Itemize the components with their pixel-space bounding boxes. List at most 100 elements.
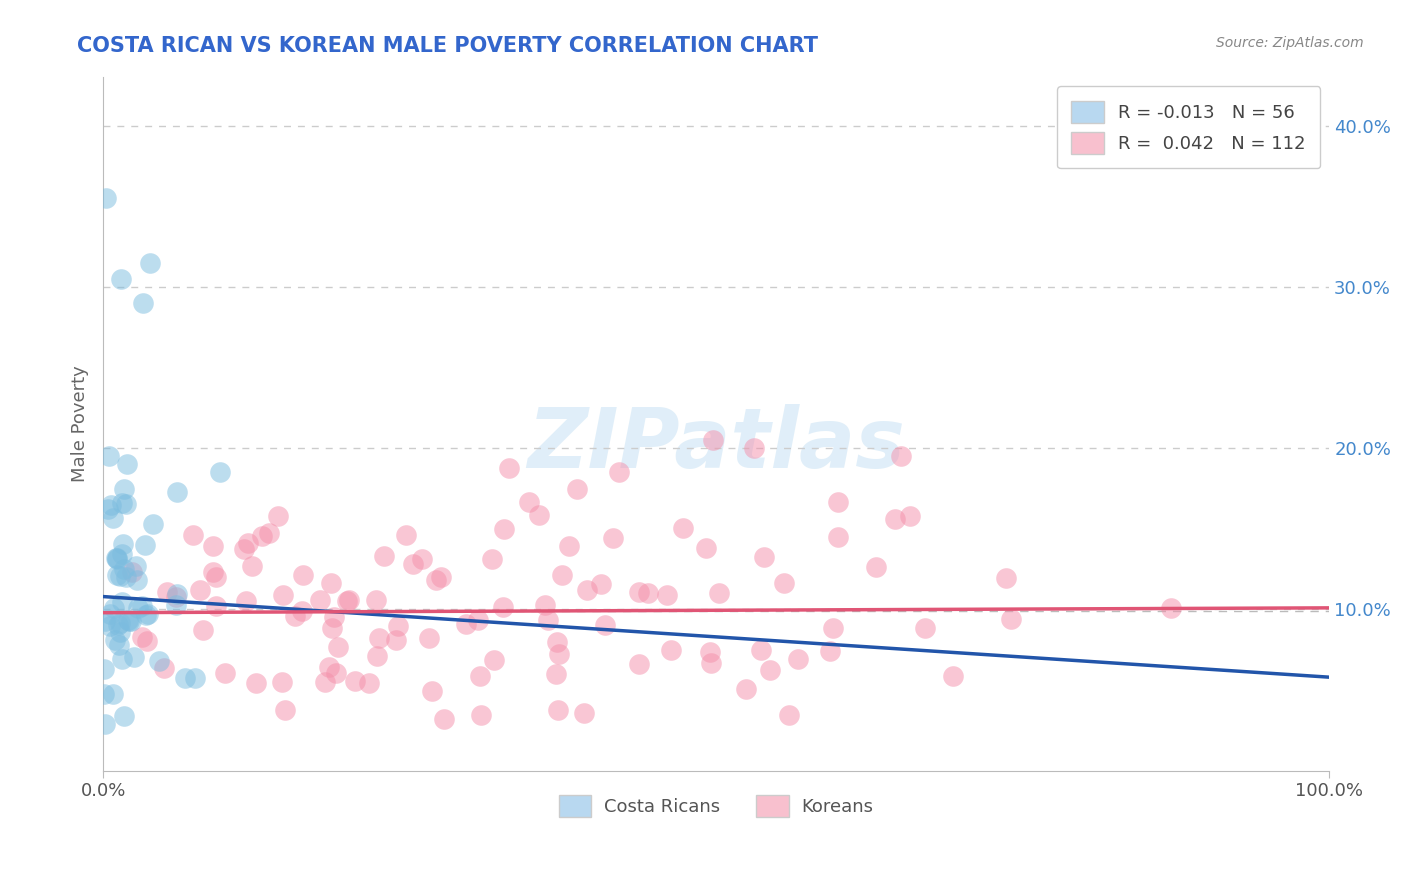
Point: [565, 482, 588, 496]
Point: [214, 666, 236, 681]
Point: [181, 528, 204, 542]
Point: [890, 450, 912, 464]
Point: [148, 654, 170, 668]
Point: [595, 618, 617, 632]
Point: [481, 552, 503, 566]
Point: [138, 256, 160, 270]
Point: [98, 607, 121, 621]
Point: [321, 621, 343, 635]
Point: [492, 522, 515, 536]
Point: [337, 592, 360, 607]
Point: [240, 559, 263, 574]
Point: [136, 607, 159, 621]
Point: [108, 569, 131, 583]
Point: [117, 613, 139, 627]
Point: [94, 615, 117, 629]
Point: [238, 536, 260, 550]
Point: [291, 604, 314, 618]
Point: [291, 568, 314, 582]
Point: [344, 673, 367, 688]
Point: [201, 539, 224, 553]
Point: [699, 645, 721, 659]
Point: [135, 608, 157, 623]
Point: [707, 586, 730, 600]
Point: [114, 570, 136, 584]
Point: [759, 663, 782, 677]
Point: [368, 631, 391, 645]
Point: [257, 525, 280, 540]
Point: [994, 570, 1017, 584]
Point: [425, 573, 447, 587]
Point: [127, 600, 149, 615]
Point: [544, 666, 567, 681]
Point: [125, 573, 148, 587]
Point: [111, 537, 134, 551]
Point: [314, 674, 336, 689]
Point: [115, 458, 138, 472]
Point: [336, 594, 359, 608]
Point: [418, 631, 440, 645]
Point: [537, 613, 560, 627]
Point: [546, 634, 568, 648]
Point: [110, 272, 132, 286]
Point: [112, 709, 135, 723]
Point: [657, 588, 679, 602]
Point: [695, 541, 717, 556]
Point: [165, 590, 187, 604]
Point: [1160, 601, 1182, 615]
Point: [865, 560, 887, 574]
Point: [101, 687, 124, 701]
Text: ZIPatlas: ZIPatlas: [527, 404, 905, 485]
Point: [366, 649, 388, 664]
Point: [942, 669, 965, 683]
Point: [93, 662, 115, 676]
Point: [110, 496, 132, 510]
Point: [110, 652, 132, 666]
Point: [131, 599, 153, 614]
Point: [108, 638, 131, 652]
Point: [134, 538, 156, 552]
Point: [166, 587, 188, 601]
Point: [492, 600, 515, 615]
Point: [205, 599, 228, 613]
Point: [245, 675, 267, 690]
Point: [165, 598, 187, 612]
Point: [402, 558, 425, 572]
Point: [112, 562, 135, 576]
Point: [637, 585, 659, 599]
Point: [385, 633, 408, 648]
Point: [271, 588, 294, 602]
Point: [111, 595, 134, 609]
Point: [98, 449, 121, 463]
Point: [659, 642, 682, 657]
Point: [517, 495, 540, 509]
Point: [122, 650, 145, 665]
Point: [786, 652, 808, 666]
Point: [751, 642, 773, 657]
Point: [209, 466, 232, 480]
Point: [105, 550, 128, 565]
Text: COSTA RICAN VS KOREAN MALE POVERTY CORRELATION CHART: COSTA RICAN VS KOREAN MALE POVERTY CORRE…: [77, 36, 818, 55]
Text: Source: ZipAtlas.com: Source: ZipAtlas.com: [1216, 36, 1364, 50]
Point: [108, 616, 131, 631]
Point: [484, 653, 506, 667]
Point: [773, 575, 796, 590]
Point: [827, 495, 849, 509]
Point: [591, 577, 613, 591]
Point: [131, 630, 153, 644]
Point: [572, 706, 595, 721]
Point: [470, 708, 492, 723]
Point: [672, 520, 695, 534]
Point: [551, 567, 574, 582]
Point: [108, 624, 131, 639]
Point: [105, 567, 128, 582]
Point: [267, 508, 290, 523]
Y-axis label: Male Poverty: Male Poverty: [72, 366, 89, 483]
Point: [467, 613, 489, 627]
Point: [1000, 612, 1022, 626]
Point: [114, 482, 136, 496]
Point: [547, 647, 569, 661]
Point: [174, 672, 197, 686]
Legend: Costa Ricans, Koreans: Costa Ricans, Koreans: [551, 788, 880, 824]
Point: [118, 614, 141, 628]
